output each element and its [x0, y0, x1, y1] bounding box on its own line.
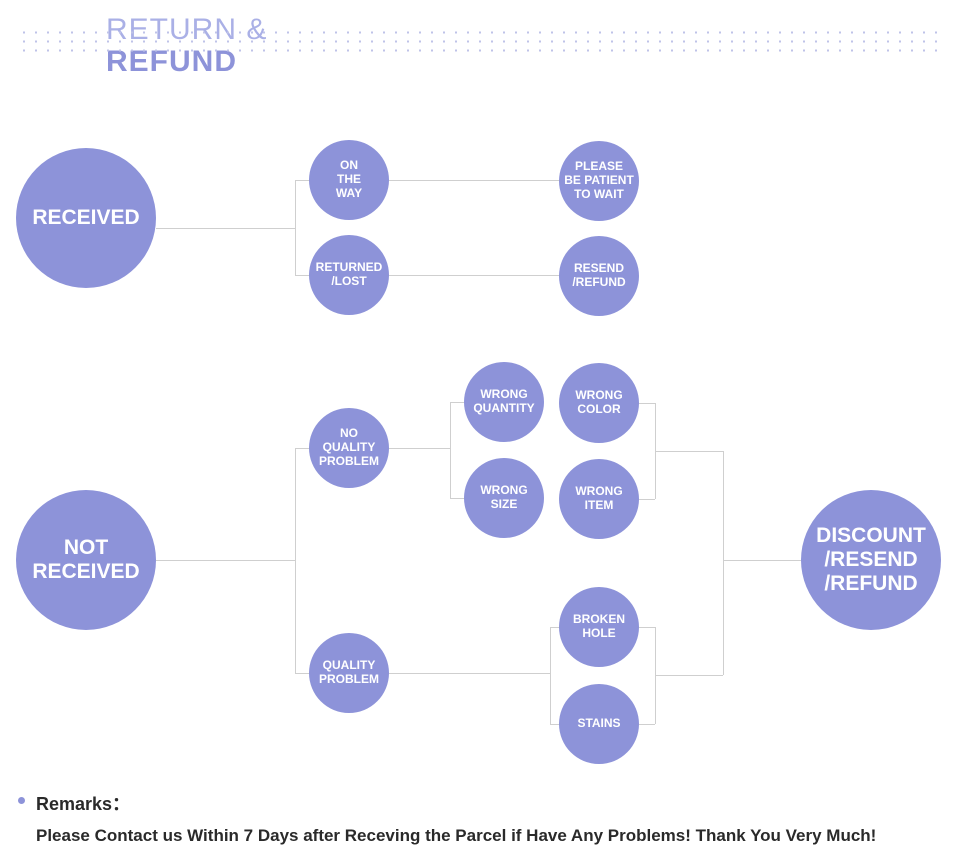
connector — [383, 448, 450, 449]
node-no-quality: NO QUALITY PROBLEM — [309, 408, 389, 488]
connector — [295, 448, 296, 673]
remarks-body: Please Contact us Within 7 Days after Re… — [36, 826, 940, 846]
node-stains: STAINS — [559, 684, 639, 764]
node-discount: DISCOUNT /RESEND /REFUND — [801, 490, 941, 630]
node-received: RECEIVED — [16, 148, 156, 288]
dotted-divider — [18, 28, 942, 56]
node-wrong-item: WRONG ITEM — [559, 459, 639, 539]
node-resend-refund: RESEND /REFUND — [559, 236, 639, 316]
connector — [156, 228, 295, 229]
connector — [723, 560, 801, 561]
bullet-icon — [18, 797, 25, 804]
connector — [655, 451, 723, 452]
node-wrong-size: WRONG SIZE — [464, 458, 544, 538]
connector — [383, 180, 565, 181]
connector — [295, 180, 296, 275]
node-patient: PLEASE BE PATIENT TO WAIT — [559, 141, 639, 221]
node-returned-lost: RETURNED /LOST — [309, 235, 389, 315]
connector — [383, 275, 565, 276]
connector — [723, 451, 724, 675]
connector — [655, 675, 723, 676]
node-wrong-qty: WRONG QUANTITY — [464, 362, 544, 442]
remarks-section: Remarks： Please Contact us Within 7 Days… — [36, 790, 940, 846]
connector — [156, 560, 295, 561]
node-quality: QUALITY PROBLEM — [309, 633, 389, 713]
connector — [450, 402, 451, 498]
connector — [383, 673, 550, 674]
connector — [550, 627, 551, 724]
node-not-received: NOT RECEIVED — [16, 490, 156, 630]
node-wrong-color: WRONG COLOR — [559, 363, 639, 443]
remarks-title: Remarks： — [36, 790, 940, 816]
remarks-title-text: Remarks： — [36, 794, 130, 814]
node-broken-hole: BROKEN HOLE — [559, 587, 639, 667]
node-on-the-way: ON THE WAY — [309, 140, 389, 220]
